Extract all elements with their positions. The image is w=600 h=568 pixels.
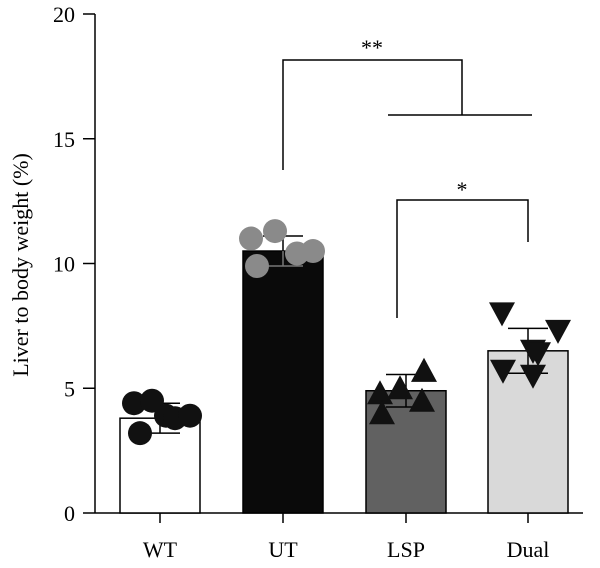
x-tick-label-ut: UT bbox=[268, 537, 298, 562]
y-axis-title: Liver to body weight (%) bbox=[8, 153, 33, 377]
data-point-wt bbox=[178, 403, 202, 428]
significance-bracket-ut bbox=[282, 59, 463, 170]
y-tick-label: 0 bbox=[64, 501, 75, 526]
significance-label-2: * bbox=[457, 177, 468, 202]
data-point-dual bbox=[520, 364, 546, 389]
data-point-wt bbox=[122, 391, 146, 416]
y-tick-label: 10 bbox=[53, 252, 75, 277]
data-point-wt bbox=[140, 388, 164, 413]
data-point-dual bbox=[525, 342, 551, 367]
data-point-dual bbox=[545, 319, 571, 344]
x-tick-label-lsp: LSP bbox=[387, 537, 425, 562]
data-point-ut bbox=[245, 253, 269, 278]
data-point-wt bbox=[128, 421, 152, 446]
bar-ut bbox=[242, 250, 324, 514]
y-tick-label: 20 bbox=[53, 2, 75, 27]
data-point-lsp bbox=[409, 387, 435, 412]
data-point-ut bbox=[239, 226, 263, 251]
data-point-lsp bbox=[367, 380, 393, 405]
y-tick-label: 15 bbox=[53, 127, 75, 152]
significance-label-1: ** bbox=[361, 35, 383, 60]
significance-bracket-lsp-dual bbox=[396, 199, 529, 318]
data-point-dual bbox=[489, 302, 515, 327]
data-point-ut bbox=[301, 239, 325, 264]
data-point-lsp bbox=[369, 400, 395, 425]
data-point-lsp bbox=[411, 357, 437, 382]
y-tick-label: 5 bbox=[64, 376, 75, 401]
data-point-dual bbox=[490, 359, 516, 384]
x-tick-label-dual: Dual bbox=[507, 537, 550, 562]
data-point-lsp bbox=[387, 375, 413, 400]
x-tick-label-wt: WT bbox=[143, 537, 178, 562]
data-point-ut bbox=[263, 219, 287, 244]
